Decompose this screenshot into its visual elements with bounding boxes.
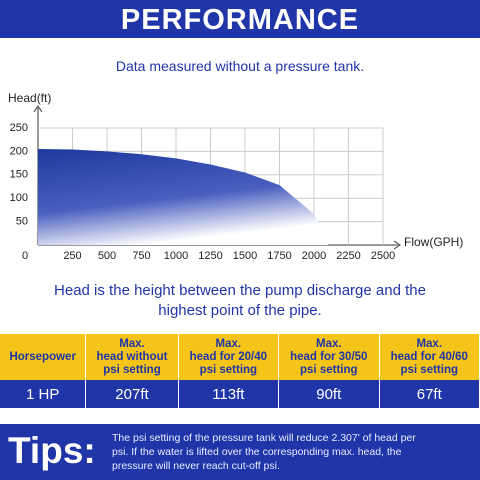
cell: 1 HP xyxy=(0,380,87,408)
header-line: psi setting xyxy=(103,363,161,376)
header-line: Max. xyxy=(315,337,342,350)
header-cell: Horsepower xyxy=(0,334,87,380)
header-cell: Max. head for 30/50 psi setting xyxy=(278,334,380,380)
header-line: head without xyxy=(96,350,168,363)
x-tick-label: 2250 xyxy=(336,250,360,262)
x-tick-label: 1000 xyxy=(164,250,188,262)
x-tick-label: 250 xyxy=(63,250,81,262)
note-line: Head is the height between the pump disc… xyxy=(54,282,426,299)
header-line: psi setting xyxy=(400,363,458,376)
y-tick-label: 100 xyxy=(10,192,28,204)
x-tick-label: 500 xyxy=(98,250,116,262)
y-tick-label: 250 xyxy=(10,122,28,134)
note: Head is the height between the pump disc… xyxy=(0,281,480,321)
x-tick-label: 2500 xyxy=(371,250,395,262)
header-cell: Max. head for 20/40 psi setting xyxy=(178,334,280,380)
header-line: Horsepower xyxy=(9,350,76,363)
header-line: Max. xyxy=(119,337,145,350)
tips-line: psi. If the water is lifted over the cor… xyxy=(112,446,402,458)
header-cell: Max. head without psi setting xyxy=(85,334,179,380)
tips: Tips: The psi setting of the pressure ta… xyxy=(0,424,480,480)
x-tick-label: 1750 xyxy=(267,250,291,262)
tips-line: pressure will never reach cut-off psi. xyxy=(112,460,280,472)
tips-label: Tips: xyxy=(8,430,96,471)
x-tick-label: 0 xyxy=(22,250,28,262)
title: PERFORMANCE xyxy=(0,0,480,38)
cell: 113ft xyxy=(178,380,280,408)
cell: 207ft xyxy=(85,380,179,408)
header-line: head for 30/50 xyxy=(290,350,368,363)
y-tick-label: 150 xyxy=(10,169,28,181)
y-tick-label: 200 xyxy=(10,145,28,157)
header-line: head for 20/40 xyxy=(189,350,267,363)
y-tick-label: 50 xyxy=(16,216,28,228)
x-axis-label: Flow(GPH) xyxy=(404,235,463,249)
area xyxy=(38,149,328,245)
note-line: highest point of the pipe. xyxy=(158,302,322,319)
tips-text: The psi setting of the pressure tank wil… xyxy=(112,431,416,473)
arrow xyxy=(393,240,401,250)
x-tick-label: 1250 xyxy=(198,250,222,262)
header-cell: Max. head for 40/60 psi setting xyxy=(379,334,480,380)
header-line: Max. xyxy=(215,337,242,350)
header-line: psi setting xyxy=(199,363,258,376)
x-tick-label: 2000 xyxy=(302,250,326,262)
arrow xyxy=(33,105,43,113)
x-tick-label: 1500 xyxy=(233,250,257,262)
subtitle: Data measured without a pressure tank. xyxy=(115,58,365,74)
header-line: psi setting xyxy=(300,363,358,376)
cell: 67ft xyxy=(379,380,480,408)
header-line: head for 40/60 xyxy=(390,350,468,363)
tips-line: The psi setting of the pressure tank wil… xyxy=(112,432,416,444)
table: Horsepower Max. head without psi setting Max… xyxy=(0,334,480,408)
x-tick-label: 750 xyxy=(132,250,150,262)
y-axis-label: Head(ft) xyxy=(8,91,51,105)
cell: 90ft xyxy=(278,380,380,408)
header-line: Max. xyxy=(416,337,443,350)
